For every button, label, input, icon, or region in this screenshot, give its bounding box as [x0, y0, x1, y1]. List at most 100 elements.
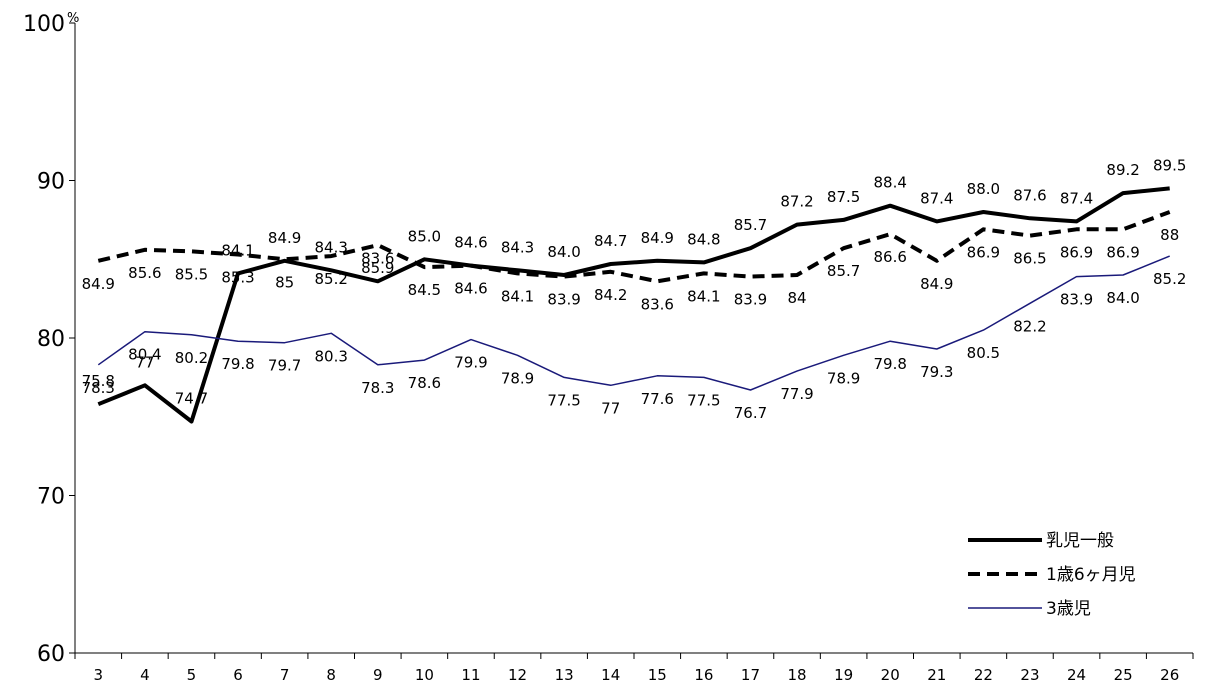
data-label-series-2: 85.3: [221, 269, 254, 287]
y-tick-label: 70: [37, 485, 65, 510]
data-label-series-1: 75.8: [82, 372, 115, 390]
x-tick-label: 24: [1067, 666, 1086, 684]
legend-label-2: 1歳6ヶ月児: [1046, 565, 1136, 585]
x-tick-label: 7: [280, 666, 290, 684]
data-label-series-3: 79.8: [874, 355, 907, 373]
data-label-series-3: 79.3: [920, 363, 953, 381]
x-tick-label: 11: [461, 666, 480, 684]
x-tick-label: 4: [140, 666, 150, 684]
data-label-series-3: 77.9: [780, 385, 813, 403]
data-label-series-1: 87.4: [1060, 189, 1093, 207]
series-lines: [97, 186, 1171, 424]
data-label-series-1: 74.7: [175, 389, 208, 407]
data-label-series-3: 80.2: [175, 349, 208, 367]
data-label-series-1: 84.9: [641, 229, 674, 247]
x-tick-label: 19: [834, 666, 853, 684]
data-label-series-2: 84.1: [501, 287, 534, 305]
data-label-series-3: 78.3: [82, 379, 115, 397]
data-labels: 75.8 77 74.7 84.1 84.9 84.3 83.6 85.0 84.6 84.3 84…: [82, 156, 1187, 422]
data-label-series-1: 87.4: [920, 189, 953, 207]
x-tick-label: 3: [94, 666, 104, 684]
x-tick-label: 9: [373, 666, 383, 684]
x-tick-label: 20: [881, 666, 900, 684]
y-unit-label: %: [67, 11, 79, 26]
y-tick-label: 90: [37, 170, 65, 195]
data-label-series-3: 83.9: [1060, 291, 1093, 309]
data-label-series-3: 77.6: [641, 390, 674, 408]
y-tick-label: 60: [37, 642, 65, 667]
data-label-series-1: 77: [135, 353, 154, 371]
data-label-series-1: 89.2: [1106, 161, 1139, 179]
data-label-series-2: 84.6: [454, 280, 487, 298]
y-axis-ticks: 60 70 80 90 100%: [23, 11, 79, 667]
data-label-series-3: 77.5: [547, 391, 580, 409]
data-label-series-1: 87.6: [1013, 186, 1046, 204]
x-tick-label: 6: [233, 666, 243, 684]
x-tick-label: 8: [326, 666, 336, 684]
data-label-series-1: 84.1: [221, 241, 254, 259]
data-label-series-3: 77.5: [687, 391, 720, 409]
data-label-series-3: 84.0: [1106, 289, 1139, 307]
x-tick-label: 15: [648, 666, 667, 684]
data-label-series-2: 84.5: [408, 281, 441, 299]
data-label-series-3: 80.3: [315, 347, 348, 365]
data-label-series-2: 84.9: [82, 275, 115, 293]
data-label-series-1: 84.6: [454, 234, 487, 252]
data-label-series-3: 80.4: [128, 346, 161, 364]
data-label-series-3: 78.9: [501, 369, 534, 387]
data-label-series-3: 79.8: [221, 355, 254, 373]
x-tick-label: 26: [1160, 666, 1179, 684]
data-label-series-2: 84.2: [594, 286, 627, 304]
data-label-series-3: 79.7: [268, 357, 301, 375]
data-label-series-3: 78.3: [361, 379, 394, 397]
data-label-series-2: 85.6: [128, 264, 161, 282]
axes: [74, 23, 1193, 654]
data-label-series-1: 85.7: [734, 216, 767, 234]
data-label-series-3: 80.5: [967, 344, 1000, 362]
x-tick-label: 12: [508, 666, 527, 684]
x-tick-label: 13: [555, 666, 574, 684]
y-tick-label: 100: [23, 12, 65, 37]
data-label-series-1: 84.0: [547, 243, 580, 261]
data-label-series-1: 84.8: [687, 230, 720, 248]
data-label-series-2: 86.9: [967, 243, 1000, 261]
data-label-series-3: 78.6: [408, 374, 441, 392]
data-label-series-1: 89.5: [1153, 156, 1186, 174]
data-label-series-2: 86.9: [1060, 243, 1093, 261]
series-line-3: [97, 255, 1170, 391]
data-label-series-3: 85.2: [1153, 270, 1186, 288]
data-label-series-1: 84.9: [268, 229, 301, 247]
data-label-series-2: 84: [787, 289, 806, 307]
x-axis-ticks: 3 4 5 6 7 8 9 10 11 12 13 14 15 16 17 18 19 20 21 22 23 24 25 2…: [74, 653, 1194, 684]
data-label-series-2: 85.5: [175, 265, 208, 283]
data-label-series-2: 85.7: [827, 262, 860, 280]
data-label-series-3: 77: [601, 399, 620, 417]
data-label-series-2: 86.6: [874, 248, 907, 266]
x-tick-label: 10: [415, 666, 434, 684]
legend-label-3: 3歳児: [1046, 599, 1091, 619]
data-label-series-2: 84.9: [920, 275, 953, 293]
data-label-series-2: 86.9: [1106, 243, 1139, 261]
data-label-series-2: 84.1: [687, 287, 720, 305]
y-tick-label: 80: [37, 327, 65, 352]
x-tick-label: 23: [1020, 666, 1039, 684]
data-label-series-2: 88: [1160, 226, 1179, 244]
x-tick-label: 25: [1114, 666, 1133, 684]
data-label-series-3: 82.2: [1013, 317, 1046, 335]
data-label-series-1: 83.6: [361, 249, 394, 267]
data-label-series-1: 84.3: [315, 238, 348, 256]
data-label-series-2: 83.9: [547, 291, 580, 309]
data-label-series-1: 84.7: [594, 232, 627, 250]
legend: 乳児一般 1歳6ヶ月児 3歳児: [968, 531, 1136, 619]
data-label-series-2: 83.9: [734, 291, 767, 309]
data-label-series-1: 87.2: [780, 193, 813, 211]
data-label-series-1: 87.5: [827, 188, 860, 206]
series-line-2: [97, 210, 1171, 284]
legend-label-1: 乳児一般: [1046, 531, 1114, 551]
x-tick-label: 18: [787, 666, 806, 684]
data-label-series-1: 85.0: [408, 227, 441, 245]
x-tick-label: 14: [601, 666, 620, 684]
data-label-series-3: 78.9: [827, 369, 860, 387]
data-label-series-2: 85.2: [315, 270, 348, 288]
